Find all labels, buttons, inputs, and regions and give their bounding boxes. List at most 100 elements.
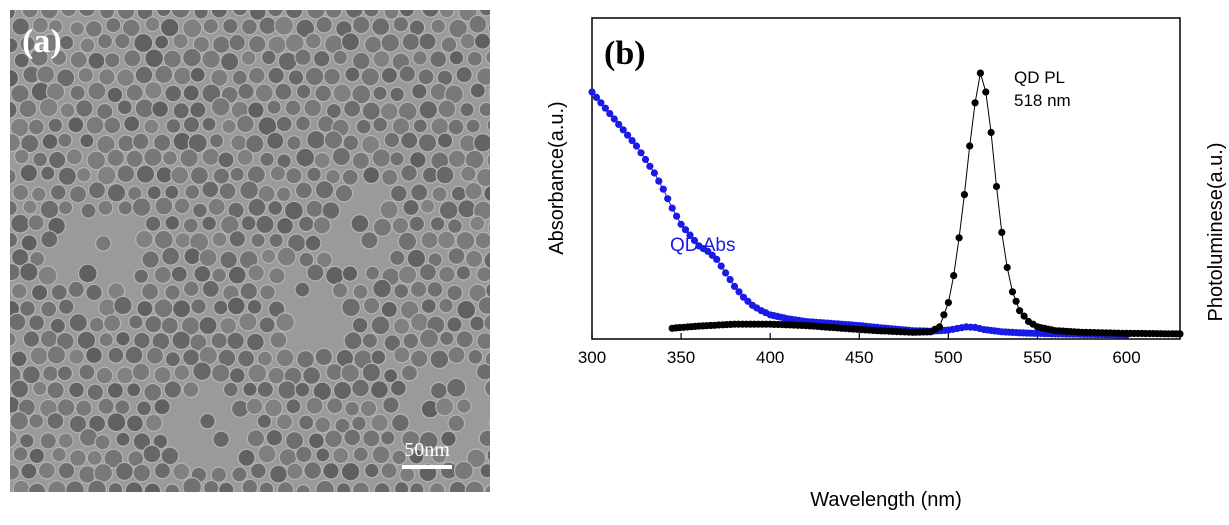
nanoparticle bbox=[383, 334, 402, 352]
nanoparticle bbox=[247, 66, 266, 85]
nanoparticle bbox=[240, 50, 257, 66]
nanoparticle bbox=[246, 429, 266, 448]
nanoparticle bbox=[144, 314, 163, 334]
nanoparticle bbox=[476, 266, 490, 283]
nanoparticle bbox=[29, 346, 49, 366]
data-point-qd-pl bbox=[982, 88, 990, 96]
nanoparticle bbox=[476, 67, 490, 86]
nanoparticle bbox=[212, 167, 231, 185]
nanoparticle bbox=[393, 481, 410, 492]
nanoparticle bbox=[298, 414, 315, 431]
nanoparticle bbox=[455, 264, 472, 281]
nanoparticle bbox=[102, 314, 122, 333]
nanoparticle bbox=[65, 148, 84, 166]
nanoparticle bbox=[27, 214, 45, 232]
nanoparticle bbox=[484, 483, 490, 492]
nanoparticle bbox=[359, 399, 378, 418]
nanoparticle bbox=[256, 380, 274, 399]
nanoparticle bbox=[37, 461, 56, 480]
nanoparticle bbox=[182, 280, 200, 298]
nanoparticle bbox=[183, 247, 202, 266]
nanoparticle bbox=[172, 32, 189, 50]
y-axis-label-right: Photoluminese(a.u.) bbox=[1205, 143, 1227, 322]
plot-frame bbox=[591, 17, 1181, 340]
nanoparticle bbox=[418, 431, 439, 452]
data-point-qd-abs bbox=[690, 236, 699, 245]
x-tick-label: 350 bbox=[667, 348, 695, 367]
nanoparticle bbox=[99, 10, 115, 20]
nanoparticle bbox=[341, 297, 361, 318]
nanoparticle bbox=[136, 299, 154, 318]
nanoparticle bbox=[259, 283, 276, 301]
nanoparticle bbox=[192, 35, 211, 54]
nanoparticle bbox=[201, 279, 220, 298]
nanoparticle bbox=[466, 50, 483, 67]
nanoparticle bbox=[51, 446, 67, 463]
nanoparticle bbox=[10, 350, 28, 368]
nanoparticle bbox=[182, 477, 202, 492]
data-point-qd-abs bbox=[632, 142, 641, 150]
nanoparticle bbox=[193, 264, 212, 283]
nanoparticle bbox=[219, 250, 238, 270]
nanoparticle bbox=[429, 216, 446, 232]
nanoparticle bbox=[55, 331, 75, 351]
nanoparticle bbox=[86, 383, 105, 402]
nanoparticle bbox=[248, 10, 267, 21]
nanoparticle bbox=[153, 398, 171, 416]
nanoparticle bbox=[389, 249, 406, 266]
nanoparticle bbox=[68, 414, 88, 434]
nanoparticle bbox=[314, 416, 332, 434]
nanoparticle bbox=[314, 347, 334, 367]
nanoparticle bbox=[438, 297, 454, 314]
nanoparticle bbox=[362, 429, 381, 448]
nanoparticle bbox=[464, 181, 483, 201]
nanoparticle bbox=[105, 17, 122, 34]
nanoparticle bbox=[464, 249, 484, 269]
nanoparticle bbox=[435, 165, 455, 185]
nanoparticle bbox=[153, 365, 172, 385]
nanoparticle bbox=[488, 417, 490, 427]
nanoparticle bbox=[107, 346, 125, 364]
nanoparticle bbox=[287, 69, 305, 86]
nanoparticle bbox=[182, 115, 201, 134]
nanoparticle bbox=[21, 365, 41, 385]
nanoparticle bbox=[13, 148, 30, 165]
nanoparticle bbox=[285, 10, 304, 20]
nanoparticle bbox=[331, 146, 352, 167]
nanoparticle bbox=[218, 481, 235, 492]
nanoparticle bbox=[219, 316, 238, 335]
nanoparticle bbox=[268, 232, 284, 249]
nanoparticle bbox=[36, 64, 56, 84]
nanoparticle bbox=[455, 65, 473, 84]
nanoparticle bbox=[332, 380, 353, 401]
nanoparticle bbox=[49, 183, 67, 201]
nanoparticle bbox=[398, 65, 417, 83]
nanoparticle bbox=[50, 283, 68, 301]
nanoparticle bbox=[258, 481, 275, 492]
nanoparticle bbox=[170, 165, 190, 185]
nanoparticle bbox=[380, 430, 396, 446]
nanoparticle bbox=[117, 134, 136, 153]
nanoparticle bbox=[303, 461, 323, 480]
nanoparticle bbox=[18, 432, 35, 449]
nanoparticle bbox=[190, 298, 207, 315]
nanoparticle bbox=[473, 32, 490, 50]
nanoparticle bbox=[144, 16, 161, 33]
nanoparticle bbox=[12, 446, 29, 463]
nanoparticle bbox=[11, 282, 28, 300]
nanoparticle bbox=[40, 10, 59, 20]
nanoparticle bbox=[191, 202, 208, 219]
nanoparticle bbox=[39, 199, 60, 220]
nanoparticle bbox=[75, 399, 93, 417]
nanoparticle bbox=[219, 51, 240, 72]
nanoparticle bbox=[389, 151, 405, 167]
nanoparticle bbox=[372, 217, 393, 237]
x-tick-label: 550 bbox=[1023, 348, 1051, 367]
nanoparticle bbox=[334, 417, 351, 434]
nanoparticle bbox=[133, 32, 154, 54]
nanoparticle bbox=[488, 221, 490, 233]
nanoparticle bbox=[103, 448, 124, 469]
data-point-qd-abs bbox=[664, 195, 672, 203]
nanoparticle bbox=[10, 411, 29, 431]
nanoparticle bbox=[10, 247, 30, 267]
